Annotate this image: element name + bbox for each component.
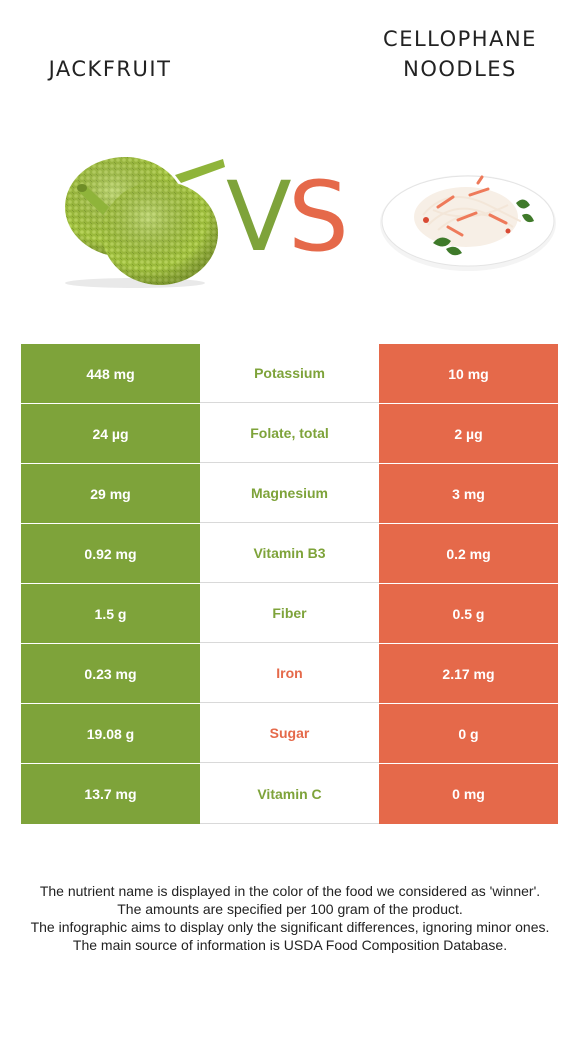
table-row: 0.92 mg Vitamin B3 0.2 mg [21, 524, 558, 584]
nutrient-name: Sugar [200, 704, 379, 763]
food-title-right-line2: NOODLES [403, 57, 517, 81]
table-row: 0.23 mg Iron 2.17 mg [21, 644, 558, 704]
noodles-value: 3 mg [379, 464, 558, 523]
noodles-value: 2 µg [379, 404, 558, 463]
nutrient-name: Vitamin B3 [200, 524, 379, 583]
jackfruit-value: 0.92 mg [21, 524, 200, 583]
nutrient-name: Iron [200, 644, 379, 703]
noodles-value: 0 mg [379, 764, 558, 824]
jackfruit-value: 0.23 mg [21, 644, 200, 703]
noodles-value: 0 g [379, 704, 558, 763]
table-row: 19.08 g Sugar 0 g [21, 704, 558, 764]
jackfruit-value: 19.08 g [21, 704, 200, 763]
noodles-value: 0.5 g [379, 584, 558, 643]
table-row: 448 mg Potassium 10 mg [21, 344, 558, 404]
cellophane-noodles-image [380, 175, 556, 271]
table-row: 29 mg Magnesium 3 mg [21, 464, 558, 524]
vs-mark: V S [226, 172, 349, 258]
jackfruit-value: 1.5 g [21, 584, 200, 643]
vs-s-letter: S [288, 172, 349, 258]
table-row: 24 µg Folate, total 2 µg [21, 404, 558, 464]
footnote-line: The nutrient name is displayed in the co… [39, 883, 541, 899]
jackfruit-value: 448 mg [21, 344, 200, 403]
noodles-value: 2.17 mg [379, 644, 558, 703]
nutrient-name: Vitamin C [200, 764, 379, 824]
food-title-left: JACKFRUIT [48, 57, 172, 81]
jackfruit-value: 24 µg [21, 404, 200, 463]
jackfruit-value: 13.7 mg [21, 764, 200, 824]
jackfruit-value: 29 mg [21, 464, 200, 523]
noodles-value: 10 mg [379, 344, 558, 403]
noodles-value: 0.2 mg [379, 524, 558, 583]
table-row: 13.7 mg Vitamin C 0 mg [21, 764, 558, 824]
footnote-line: The amounts are specified per 100 gram o… [117, 901, 463, 917]
nutrient-name: Magnesium [200, 464, 379, 523]
food-title-right-line1: CELLOPHANE [383, 27, 537, 51]
comparison-table: 448 mg Potassium 10 mg 24 µg Folate, tot… [21, 344, 558, 824]
footnote: The nutrient name is displayed in the co… [20, 882, 560, 954]
vs-v-letter: V [226, 172, 292, 258]
jackfruit-image [65, 157, 225, 288]
footnote-line: The infographic aims to display only the… [30, 919, 550, 935]
nutrient-name: Folate, total [200, 404, 379, 463]
nutrient-name: Potassium [200, 344, 379, 403]
footnote-line: The main source of information is USDA F… [72, 937, 508, 953]
nutrient-name: Fiber [200, 584, 379, 643]
table-row: 1.5 g Fiber 0.5 g [21, 584, 558, 644]
food-title-right: CELLOPHANE NOODLES [360, 24, 560, 84]
